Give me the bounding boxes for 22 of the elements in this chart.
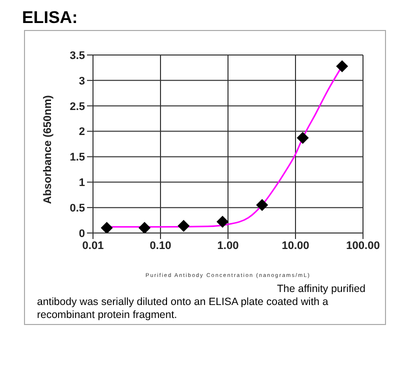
y-tick-label: 3 [78, 75, 85, 88]
point [138, 222, 151, 233]
y-tick-label: 1 [78, 177, 85, 190]
point [296, 132, 309, 144]
y-tick-label: 2 [78, 126, 85, 138]
x-tick-label: 1.00 [217, 240, 239, 252]
x-tick-label: 10.00 [282, 240, 310, 252]
y-axis-title: Absorbance (650nm) [42, 94, 54, 204]
y-tick-label: 1.5 [70, 152, 85, 164]
chart-title: ELISA: [22, 8, 79, 28]
y-tick-label: 3.5 [70, 50, 85, 62]
y-tick-label: 2.5 [70, 100, 85, 113]
point [216, 216, 229, 228]
point [256, 199, 268, 212]
y-tick-label: 0.5 [70, 202, 85, 214]
y-tick-label: 0 [78, 228, 85, 240]
point [178, 220, 190, 232]
x-tick-label: 100.00 [346, 240, 380, 252]
x-tick-label: 0.01 [82, 240, 104, 252]
point [336, 60, 348, 72]
text: The affinity purified antibody was serially diluted onto an ELISA plate coated with a recombinant protein fragment. [36, 282, 367, 323]
x-tick-label: 0.10 [150, 240, 172, 252]
